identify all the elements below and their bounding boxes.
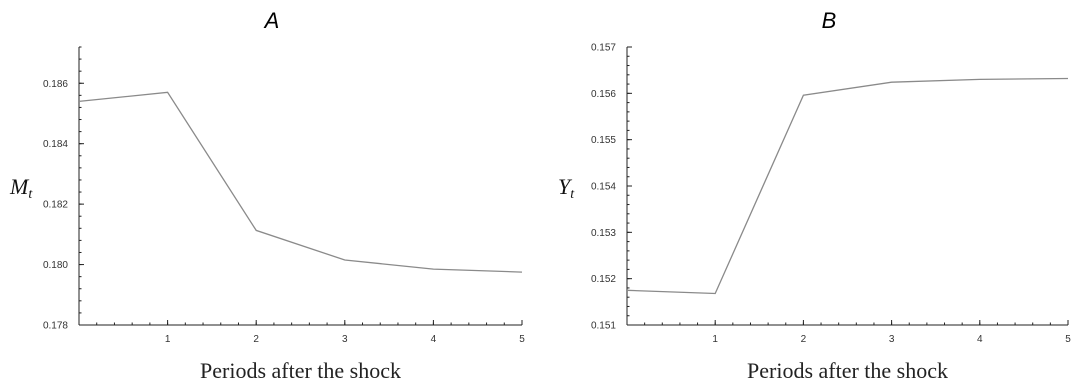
y-tick-label: 0.155 <box>591 135 616 146</box>
y-tick-label: 0.151 <box>591 321 616 332</box>
x-tick-label: 4 <box>977 334 983 345</box>
x-tick-label: 4 <box>431 334 437 345</box>
x-tick-label: 2 <box>801 334 807 345</box>
x-tick-label: 2 <box>253 334 259 345</box>
x-axis-label: Periods after the shock <box>747 358 948 383</box>
x-axis-label: Periods after the shock <box>200 358 401 383</box>
y-tick-label: 0.182 <box>43 200 68 211</box>
y-axis-label-subscript: t <box>28 187 33 202</box>
y-axis-label-main: Y <box>558 174 573 199</box>
x-tick-label: 5 <box>519 334 525 345</box>
y-tick-label: 0.157 <box>591 43 616 54</box>
series-line <box>626 77 1069 295</box>
y-tick-label: 0.156 <box>591 89 616 100</box>
y-tick-label: 0.180 <box>43 260 68 271</box>
x-tick-label: 5 <box>1065 334 1071 345</box>
chart-panel-b: B 0.151 0.152 0.153 0.154 0.155 0.156 0.157 1 2 3 4… <box>558 8 1071 383</box>
x-tick-label: 3 <box>342 334 348 345</box>
y-axis-label: Mt <box>9 174 33 202</box>
chart-title: A <box>263 8 280 33</box>
chart-panel-a: A 0.178 0.180 0.182 0.184 0.186 1 2 3 4 5 Periods a… <box>9 8 525 383</box>
y-tick-label: 0.178 <box>43 321 68 332</box>
x-tick-label: 3 <box>889 334 895 345</box>
y-tick-label: 0.186 <box>43 79 68 90</box>
series-line <box>78 91 523 273</box>
y-tick-label: 0.152 <box>591 274 616 285</box>
y-tick-label: 0.153 <box>591 228 616 239</box>
chart-title: B <box>822 8 837 33</box>
y-tick-label: 0.154 <box>591 182 616 193</box>
x-tick-label: 1 <box>165 334 171 345</box>
y-tick-label: 0.184 <box>43 139 68 150</box>
y-axis-label-subscript: t <box>570 187 575 202</box>
x-tick-label: 1 <box>712 334 718 345</box>
y-axis-label: Yt <box>558 174 575 202</box>
y-axis-label-main: M <box>9 174 30 199</box>
